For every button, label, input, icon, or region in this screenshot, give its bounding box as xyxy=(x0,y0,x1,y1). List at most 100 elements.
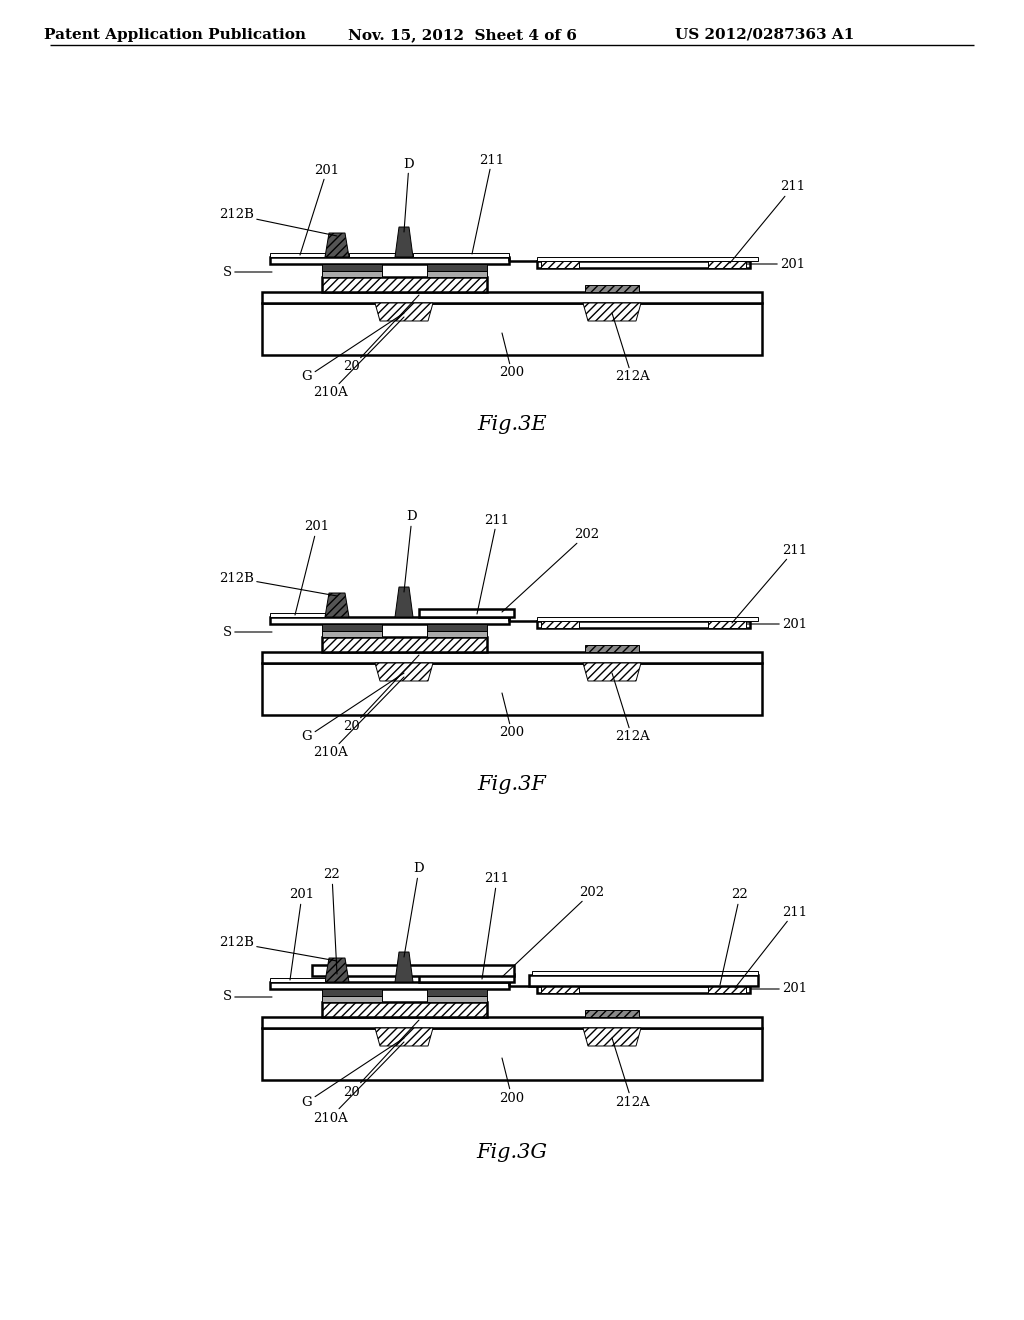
Bar xyxy=(708,986,746,993)
Bar xyxy=(262,1028,762,1080)
Text: 211: 211 xyxy=(477,513,510,614)
Text: 201: 201 xyxy=(295,520,330,615)
Bar xyxy=(322,631,382,638)
Bar xyxy=(529,975,758,986)
Bar xyxy=(349,253,395,257)
Text: Fig.3F: Fig.3F xyxy=(477,776,547,795)
Bar xyxy=(708,620,746,628)
Bar xyxy=(585,645,639,652)
Text: 200: 200 xyxy=(500,1059,524,1105)
Polygon shape xyxy=(375,1028,433,1045)
Text: 201: 201 xyxy=(746,618,807,631)
Text: 201: 201 xyxy=(290,888,314,979)
Polygon shape xyxy=(583,1028,641,1045)
Polygon shape xyxy=(395,227,413,257)
Text: 22: 22 xyxy=(720,888,749,985)
Bar xyxy=(322,277,487,292)
Bar xyxy=(427,997,487,1002)
Text: 20: 20 xyxy=(344,294,419,374)
Text: 212A: 212A xyxy=(612,313,649,384)
Bar xyxy=(532,972,758,975)
Polygon shape xyxy=(583,304,641,321)
Bar xyxy=(537,616,758,620)
Text: 212B: 212B xyxy=(219,572,337,597)
Bar xyxy=(427,631,487,638)
Text: 202: 202 xyxy=(502,886,604,977)
Text: 212B: 212B xyxy=(219,209,337,236)
Bar xyxy=(427,264,487,271)
Text: 211: 211 xyxy=(472,153,505,253)
Bar xyxy=(262,1016,762,1028)
Text: 22: 22 xyxy=(324,869,340,974)
Bar xyxy=(322,997,382,1002)
Bar xyxy=(270,978,325,982)
Polygon shape xyxy=(325,234,349,257)
Bar xyxy=(585,1010,639,1016)
Bar xyxy=(270,612,325,616)
Bar xyxy=(262,663,762,715)
Bar xyxy=(537,620,750,628)
Text: Nov. 15, 2012  Sheet 4 of 6: Nov. 15, 2012 Sheet 4 of 6 xyxy=(347,28,577,42)
Text: D: D xyxy=(403,157,415,232)
Bar xyxy=(537,257,758,261)
Polygon shape xyxy=(325,958,349,982)
Text: 212B: 212B xyxy=(219,936,337,961)
Polygon shape xyxy=(270,616,509,624)
Polygon shape xyxy=(325,593,349,616)
Text: D: D xyxy=(404,511,418,591)
Text: 20: 20 xyxy=(344,1020,419,1098)
Bar xyxy=(419,609,514,616)
Bar xyxy=(537,986,750,993)
Text: G: G xyxy=(302,313,404,384)
Polygon shape xyxy=(395,587,413,616)
Text: 212A: 212A xyxy=(612,1038,649,1109)
Bar xyxy=(262,652,762,663)
Text: 210A: 210A xyxy=(312,1041,404,1125)
Bar xyxy=(427,271,487,277)
Bar xyxy=(541,986,579,993)
Text: Patent Application Publication: Patent Application Publication xyxy=(44,28,306,42)
Polygon shape xyxy=(583,663,641,681)
Bar xyxy=(427,624,487,631)
Bar xyxy=(541,620,579,628)
Text: 211: 211 xyxy=(730,181,805,263)
Text: S: S xyxy=(223,265,272,279)
Bar xyxy=(322,1002,487,1016)
Text: 20: 20 xyxy=(344,655,419,734)
Bar xyxy=(413,253,509,257)
Text: 201: 201 xyxy=(746,257,805,271)
Text: 211: 211 xyxy=(735,906,807,987)
Bar xyxy=(427,989,487,997)
Bar xyxy=(541,261,579,268)
Text: 210A: 210A xyxy=(312,677,404,759)
Bar xyxy=(322,264,382,271)
Bar xyxy=(708,261,746,268)
Text: S: S xyxy=(223,990,272,1003)
Bar xyxy=(262,292,762,304)
Bar xyxy=(322,638,487,652)
Text: US 2012/0287363 A1: US 2012/0287363 A1 xyxy=(675,28,855,42)
Polygon shape xyxy=(375,663,433,681)
Bar xyxy=(322,624,382,631)
Text: D: D xyxy=(404,862,424,957)
Text: 211: 211 xyxy=(482,873,510,979)
Polygon shape xyxy=(375,304,433,321)
Bar xyxy=(537,261,750,268)
Text: 210A: 210A xyxy=(312,317,404,400)
Bar xyxy=(270,253,325,257)
Text: Fig.3E: Fig.3E xyxy=(477,416,547,434)
Polygon shape xyxy=(395,952,413,982)
Bar xyxy=(585,285,639,292)
Polygon shape xyxy=(270,982,509,989)
Text: 202: 202 xyxy=(502,528,600,612)
Text: G: G xyxy=(302,1038,404,1109)
Text: 200: 200 xyxy=(500,693,524,739)
Text: Fig.3G: Fig.3G xyxy=(476,1143,548,1162)
Text: 201: 201 xyxy=(300,164,340,255)
Bar xyxy=(419,974,514,982)
Text: S: S xyxy=(223,626,272,639)
Bar xyxy=(322,271,382,277)
Bar xyxy=(322,989,382,997)
Text: G: G xyxy=(302,673,404,743)
Bar xyxy=(312,965,514,975)
